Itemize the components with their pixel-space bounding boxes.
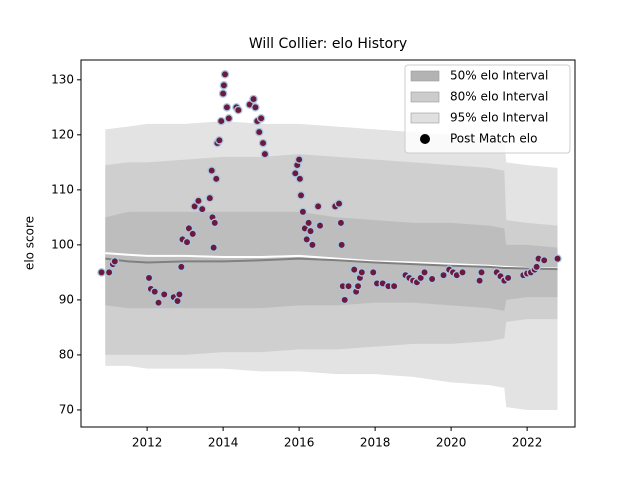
elo-point <box>197 204 207 214</box>
elo-point <box>313 202 323 211</box>
elo-point <box>353 281 363 291</box>
elo-point <box>477 268 486 277</box>
y-axis-label: elo score <box>23 216 37 270</box>
y-tick-label: 80 <box>59 347 74 361</box>
elo-point <box>334 199 344 208</box>
elo-point <box>209 243 218 252</box>
elo-point <box>336 218 346 228</box>
elo-point <box>224 114 234 123</box>
elo-point <box>194 196 203 206</box>
axes-frame <box>80 59 576 428</box>
elo-point <box>298 207 308 217</box>
elo-point <box>177 262 186 272</box>
elo-point <box>234 105 243 115</box>
elo-point <box>258 138 268 148</box>
elo-point <box>553 254 562 263</box>
elo-point <box>503 273 513 283</box>
elo-point <box>357 268 367 277</box>
elo-point <box>475 276 484 285</box>
elo-point <box>260 149 270 159</box>
legend-marker <box>420 134 430 144</box>
elo-point <box>219 81 229 90</box>
elo-point <box>295 174 305 184</box>
elo-point <box>215 136 224 145</box>
legend-box <box>404 64 571 154</box>
legend-swatch <box>410 112 440 124</box>
elo-point <box>308 240 317 250</box>
elo-point <box>210 218 220 228</box>
elo-point <box>249 94 258 104</box>
elo-point <box>205 193 215 203</box>
elo-point <box>306 226 315 236</box>
y-tick-label: 110 <box>51 182 74 196</box>
elo-point <box>296 191 306 200</box>
x-tick-label: 2022 <box>512 436 543 450</box>
y-tick-label: 120 <box>51 127 74 141</box>
x-tick-label: 2014 <box>208 436 239 450</box>
elo-point <box>218 89 228 98</box>
elo-point <box>251 103 260 112</box>
elo-point <box>389 281 399 291</box>
elo-point <box>212 174 221 184</box>
elo-point <box>254 127 264 137</box>
x-tick-label: 2016 <box>284 436 315 450</box>
x-tick-label: 2020 <box>436 436 467 450</box>
elo-point <box>159 290 169 299</box>
elo-point <box>150 287 159 296</box>
elo-point <box>344 281 353 291</box>
elo-point <box>368 268 378 277</box>
elo-point <box>294 155 304 164</box>
median-line <box>105 257 558 271</box>
elo-point <box>222 103 232 112</box>
y-tick-label: 70 <box>59 402 74 416</box>
elo-point <box>340 295 349 305</box>
legend-label: 80% elo Interval <box>450 90 548 104</box>
y-tick-label: 90 <box>59 292 74 306</box>
x-tick-label: 2018 <box>360 436 391 450</box>
elo-point <box>144 273 154 283</box>
y-tick-label: 100 <box>51 237 74 251</box>
legend-swatch <box>410 70 440 82</box>
elo-point <box>420 268 429 277</box>
elo-point <box>216 116 226 126</box>
elo-point <box>291 169 300 178</box>
elo-point <box>302 235 311 244</box>
elo-point <box>439 270 448 280</box>
interval-band <box>105 211 558 311</box>
elo-point <box>349 265 359 274</box>
elo-point <box>337 240 346 250</box>
elo-point <box>256 114 266 123</box>
elo-point <box>304 218 313 228</box>
elo-point <box>97 268 106 277</box>
elo-point <box>188 229 197 239</box>
elo-point <box>175 290 184 299</box>
legend-label: 95% elo Interval <box>450 111 548 125</box>
elo-point <box>104 268 114 277</box>
elo-point <box>220 70 230 79</box>
legend-label: 50% elo Interval <box>450 69 548 83</box>
y-tick-label: 130 <box>51 72 74 86</box>
median-line <box>105 252 558 270</box>
legend-label: Post Match elo <box>450 132 537 146</box>
chart-title: Will Collier: elo History <box>249 36 407 52</box>
elo-point <box>427 274 437 284</box>
x-tick-label: 2012 <box>132 436 163 450</box>
elo-point <box>182 237 192 247</box>
elo-point <box>207 166 216 175</box>
elo-point <box>532 262 541 272</box>
elo-point <box>458 268 467 277</box>
elo-point <box>539 256 549 265</box>
elo-point <box>154 298 163 307</box>
elo-point <box>315 221 325 230</box>
legend-swatch <box>410 91 440 103</box>
elo-point <box>110 257 120 266</box>
